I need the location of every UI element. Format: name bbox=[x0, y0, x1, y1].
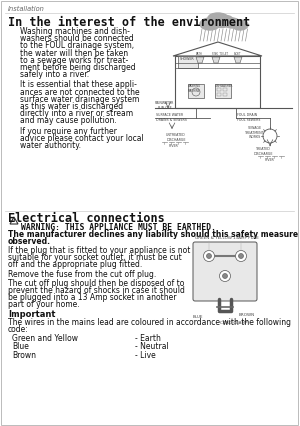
Text: observed.: observed. bbox=[8, 237, 51, 246]
Ellipse shape bbox=[208, 13, 228, 23]
Text: safely into a river.: safely into a river. bbox=[20, 70, 89, 79]
Text: RIVER: RIVER bbox=[169, 144, 179, 148]
Text: BATH: BATH bbox=[196, 52, 203, 56]
Text: SHOWER: SHOWER bbox=[180, 57, 195, 61]
Text: Brown: Brown bbox=[12, 351, 36, 360]
Text: 13AMP FUSE: 13AMP FUSE bbox=[233, 236, 259, 240]
Text: BROWN: BROWN bbox=[239, 313, 255, 317]
Text: to the FOUL drainage system,: to the FOUL drainage system, bbox=[20, 41, 134, 50]
Text: - Neutral: - Neutral bbox=[135, 343, 169, 351]
Text: SINK  TOILET: SINK TOILET bbox=[212, 52, 228, 56]
Circle shape bbox=[238, 253, 244, 259]
Circle shape bbox=[236, 250, 247, 262]
FancyBboxPatch shape bbox=[193, 242, 257, 301]
Text: as this water is discharged: as this water is discharged bbox=[20, 102, 123, 111]
Text: DISHWASHER: DISHWASHER bbox=[215, 84, 233, 88]
Text: WASHING
MACHINE: WASHING MACHINE bbox=[188, 84, 201, 92]
Text: The cut off plug should then be disposed of to: The cut off plug should then be disposed… bbox=[8, 279, 184, 288]
Text: UNTREATED
DISCHARGE: UNTREATED DISCHARGE bbox=[166, 133, 186, 141]
Ellipse shape bbox=[213, 17, 231, 28]
Text: surface water drainage system: surface water drainage system bbox=[20, 95, 140, 104]
Text: advice please contact your local: advice please contact your local bbox=[20, 134, 144, 143]
Text: to a sewage works for treat-: to a sewage works for treat- bbox=[20, 56, 128, 65]
Text: Green and Yellow: Green and Yellow bbox=[12, 334, 78, 343]
Text: SURFACE WATER
DRAINS & SEWERS: SURFACE WATER DRAINS & SEWERS bbox=[156, 113, 187, 121]
Text: The wires in the mains lead are coloured in accordance with the following: The wires in the mains lead are coloured… bbox=[8, 318, 291, 327]
Ellipse shape bbox=[200, 18, 220, 30]
Text: FOUL DRAIN
FOUL SEWERS: FOUL DRAIN FOUL SEWERS bbox=[237, 113, 260, 121]
Text: - Earth: - Earth bbox=[135, 334, 161, 343]
Text: directly into a river or stream: directly into a river or stream bbox=[20, 109, 133, 118]
Text: It is essential that these appli-: It is essential that these appli- bbox=[20, 81, 137, 89]
Text: washers should be connected: washers should be connected bbox=[20, 34, 134, 43]
Bar bbox=[188, 84, 204, 98]
Bar bbox=[175, 56, 260, 108]
Text: TREATED
DISCHARGE: TREATED DISCHARGE bbox=[254, 147, 273, 155]
Text: Remove the fuse from the cut off plug.: Remove the fuse from the cut off plug. bbox=[8, 270, 156, 279]
Text: SEWAGE
TREATMENT
WORKS: SEWAGE TREATMENT WORKS bbox=[245, 126, 265, 139]
Text: suitable for your socket outlet, it must be cut: suitable for your socket outlet, it must… bbox=[8, 253, 182, 262]
Text: If you require any further: If you require any further bbox=[20, 127, 117, 135]
Text: code:: code: bbox=[8, 325, 29, 334]
Text: ances are not connected to the: ances are not connected to the bbox=[20, 88, 140, 97]
Polygon shape bbox=[196, 57, 204, 63]
Ellipse shape bbox=[232, 20, 248, 30]
Text: !: ! bbox=[13, 218, 15, 222]
Bar bbox=[178, 56, 198, 68]
Bar bbox=[217, 93, 221, 96]
Bar bbox=[223, 93, 227, 96]
Text: Washing machines and dish-: Washing machines and dish- bbox=[20, 27, 130, 36]
Bar bbox=[223, 88, 227, 91]
Text: ment before being discharged: ment before being discharged bbox=[20, 63, 136, 72]
Text: off and the appropriate plug fitted.: off and the appropriate plug fitted. bbox=[8, 260, 142, 269]
Text: If the plug that is fitted to your appliance is not: If the plug that is fitted to your appli… bbox=[8, 246, 190, 255]
Text: CORD CLAMP: CORD CLAMP bbox=[220, 321, 248, 325]
Text: The manufacturer declines any liability should this safety measure not be: The manufacturer declines any liability … bbox=[8, 230, 300, 239]
Ellipse shape bbox=[219, 15, 233, 25]
Polygon shape bbox=[234, 57, 242, 63]
Circle shape bbox=[220, 271, 230, 282]
Text: prevent the hazard of shocks in case it should: prevent the hazard of shocks in case it … bbox=[8, 286, 185, 295]
Text: Blue: Blue bbox=[12, 343, 29, 351]
Text: Important: Important bbox=[8, 310, 56, 319]
Text: water authority.: water authority. bbox=[20, 141, 81, 150]
Circle shape bbox=[206, 253, 211, 259]
Circle shape bbox=[223, 273, 227, 279]
Text: BLUE: BLUE bbox=[193, 315, 203, 319]
Text: - Live: - Live bbox=[135, 351, 156, 360]
Text: Electrical connections: Electrical connections bbox=[8, 212, 165, 225]
Polygon shape bbox=[212, 57, 220, 63]
Text: be plugged into a 13 Amp socket in another: be plugged into a 13 Amp socket in anoth… bbox=[8, 293, 176, 302]
Text: and may cause pollution.: and may cause pollution. bbox=[20, 116, 117, 125]
Text: RIVER: RIVER bbox=[265, 158, 275, 162]
Ellipse shape bbox=[224, 18, 240, 28]
Bar bbox=[215, 84, 231, 98]
Text: RAINWATER
RUN-OFF: RAINWATER RUN-OFF bbox=[155, 101, 174, 109]
Text: GREEN & YELLOW: GREEN & YELLOW bbox=[195, 236, 232, 240]
Text: part of your home.: part of your home. bbox=[8, 300, 80, 309]
Text: Installation: Installation bbox=[8, 6, 45, 12]
Text: the water will then be taken: the water will then be taken bbox=[20, 49, 128, 58]
Text: BIDET: BIDET bbox=[234, 52, 242, 56]
Bar bbox=[217, 88, 221, 91]
Text: In the interest of the environment: In the interest of the environment bbox=[8, 16, 250, 29]
Text: WARNING: THIS APPLIANCE MUST BE EARTHED.: WARNING: THIS APPLIANCE MUST BE EARTHED. bbox=[21, 223, 216, 232]
Circle shape bbox=[203, 250, 214, 262]
